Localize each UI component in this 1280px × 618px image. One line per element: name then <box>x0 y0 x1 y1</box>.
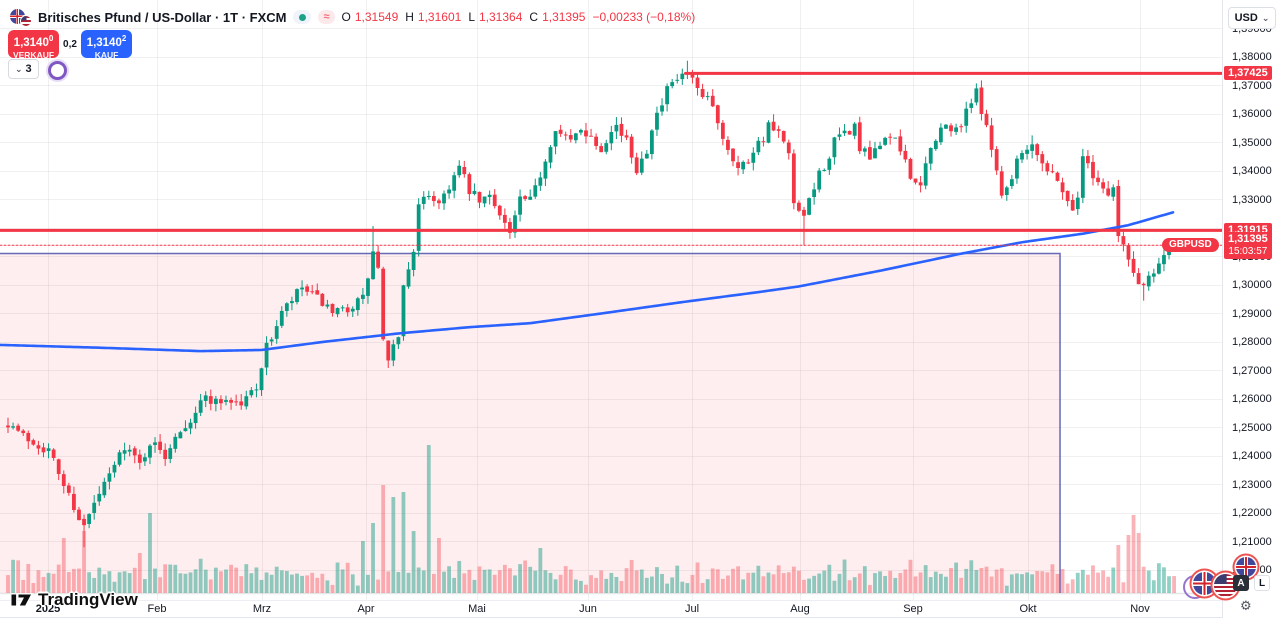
close-label: C <box>529 10 539 24</box>
sell-price: 1,3140 <box>13 36 49 49</box>
object-count-value: 3 <box>25 63 32 75</box>
price-tick-label: 1,29000 <box>1232 307 1272 320</box>
symbol-legend: Britisches Pfund / US-Dollar · 1T · FXCM… <box>10 8 698 26</box>
level-tag-upper[interactable]: 1,37425 <box>1224 66 1272 81</box>
delayed-data-icon[interactable]: ≈ <box>318 10 335 24</box>
usd-flag-icon <box>21 16 31 26</box>
price-tick-label: 1,28000 <box>1232 336 1272 348</box>
time-tick-label: Mai <box>468 603 486 615</box>
buy-price-pip: 2 <box>121 34 127 43</box>
open-label: O <box>341 10 351 24</box>
change-value: −0,00233 (−0,18%) <box>592 10 696 24</box>
last-price-value: 1,31395 <box>1228 233 1268 246</box>
time-tick-label: Feb <box>147 603 167 615</box>
buy-price: 1,3140 <box>86 36 122 49</box>
time-tick-label: Jun <box>579 603 597 615</box>
symbol-flags-icon <box>10 8 31 26</box>
time-tick-label: Okt <box>1019 603 1037 615</box>
price-tick-label: 1,35000 <box>1232 136 1272 149</box>
object-count-dropdown[interactable]: ⌄ 3 <box>8 59 39 79</box>
currency-unit-dropdown[interactable]: USD ⌄ <box>1228 7 1276 29</box>
last-price-tag: 1,31395 15:03:57 <box>1224 232 1272 260</box>
log-scale-button[interactable]: L <box>1254 575 1270 591</box>
auto-scale-button[interactable]: A <box>1233 575 1249 591</box>
usd-flag-badge <box>1214 574 1237 597</box>
gbp-flag-badge-top <box>1236 557 1256 577</box>
price-tick-label: 1,33000 <box>1232 193 1272 206</box>
price-chart-canvas[interactable] <box>0 0 1222 600</box>
sell-label: VERKAUF <box>12 49 55 60</box>
time-axis[interactable]: 2025 Feb Mrz Apr Mai Jun Jul Aug Sep Okt Nov <box>0 600 1280 618</box>
tradingview-logo-text: TradingView <box>38 590 138 609</box>
close-value: 1,31395 <box>542 10 586 24</box>
symbol-price-pill: GBPUSD <box>1162 238 1219 253</box>
gbp-flag-badge <box>1193 572 1216 595</box>
price-tick-label: 1,25000 <box>1232 421 1272 434</box>
market-status-icon[interactable] <box>293 10 312 24</box>
sell-button[interactable]: 1,31400 VERKAUF <box>8 30 59 60</box>
currency-unit-value: USD <box>1234 12 1258 24</box>
market-open-dot-icon <box>298 13 306 21</box>
price-tick-label: 1,27000 <box>1232 364 1272 377</box>
price-tick-label: 1,26000 <box>1232 393 1272 405</box>
price-tick-label: 1,21000 <box>1232 535 1272 548</box>
time-tick-label: Mrz <box>252 603 272 615</box>
high-label: H <box>405 10 414 24</box>
ohlc-values: O 1,31549 H 1,31601 L 1,31364 C 1,31395 −0,0… <box>342 10 699 24</box>
price-tick-label: 1,24000 <box>1232 450 1272 462</box>
trade-panel: 1,31400 VERKAUF 0,2 1,31402 KAUF <box>8 30 132 60</box>
sell-price-pip: 0 <box>48 34 54 43</box>
replay-ring-icon[interactable] <box>48 61 67 80</box>
time-tick-label: Jul <box>684 603 700 615</box>
price-tick-label: 1,36000 <box>1232 108 1272 120</box>
price-tick-label: 1,38000 <box>1232 51 1272 63</box>
time-tick-label: 2025 <box>35 603 61 615</box>
chevron-down-icon: ⌄ <box>15 64 23 74</box>
time-tick-label: Nov <box>1130 603 1150 615</box>
time-tick-label: Sep <box>903 603 923 615</box>
price-tick-label: 1,30000 <box>1232 279 1272 291</box>
high-value: 1,31601 <box>417 10 462 24</box>
open-value: 1,31549 <box>354 10 399 24</box>
price-tick-label: 1,37000 <box>1232 79 1272 92</box>
time-tick-label: Apr <box>357 603 375 615</box>
buy-label: KAUF <box>94 49 119 60</box>
price-tick-label: 1,22000 <box>1232 507 1272 519</box>
symbol-title[interactable]: Britisches Pfund / US-Dollar · 1T · FXCM <box>38 9 287 25</box>
low-value: 1,31364 <box>479 10 523 24</box>
low-label: L <box>468 10 475 24</box>
price-tick-label: 1,34000 <box>1232 165 1272 177</box>
buy-button[interactable]: 1,31402 KAUF <box>81 30 132 60</box>
chevron-down-icon: ⌄ <box>1261 13 1270 23</box>
tradingview-logo[interactable]: TradingView <box>10 590 138 610</box>
time-tick-label: Aug <box>790 603 810 615</box>
bar-countdown: 15:03:57 <box>1228 246 1268 258</box>
tradingview-logo-glyph <box>10 593 33 607</box>
price-tick-label: 1,23000 <box>1232 478 1272 491</box>
axis-settings-gear-icon[interactable]: ⚙ <box>1240 598 1252 613</box>
spread-value: 0,2 <box>63 38 77 50</box>
price-axis[interactable]: 1,390001,380001,370001,360001,350001,340… <box>1222 0 1280 618</box>
